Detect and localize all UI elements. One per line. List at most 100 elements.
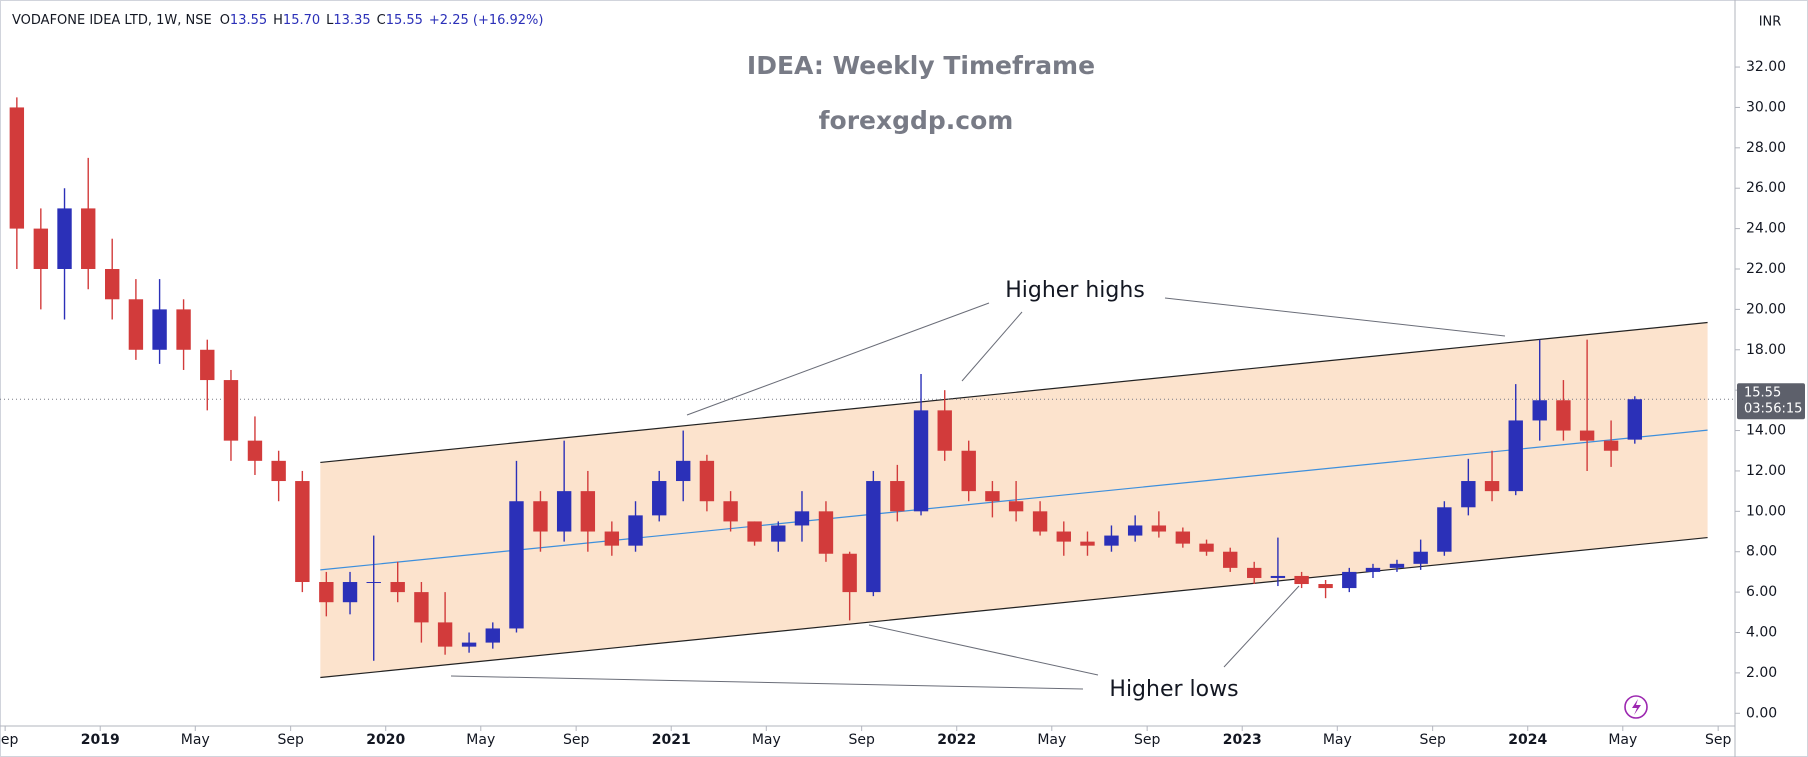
candle-body <box>1556 400 1571 431</box>
channel-lower <box>320 536 1708 679</box>
candle-body <box>1199 543 1214 552</box>
x-tick-label: 2020 <box>366 732 405 748</box>
candle-body <box>794 511 810 526</box>
candle-body <box>580 491 596 532</box>
candle-body <box>33 228 49 269</box>
quote-key: L <box>326 13 334 28</box>
symbol: VODAFONE IDEA LTD, 1W, NSE <box>12 13 212 28</box>
annotation-line <box>686 302 990 416</box>
candle-body <box>105 268 120 300</box>
annotation: Higher highs <box>1005 278 1145 303</box>
candle-body <box>1270 575 1286 578</box>
candle-body <box>485 628 500 643</box>
candle-body <box>747 521 762 542</box>
candle-body <box>390 582 405 593</box>
y-tick-label: 10.00 <box>1746 503 1786 519</box>
channel-upper <box>320 321 1708 464</box>
candle-body <box>961 450 976 492</box>
y-tick-label: 4.00 <box>1746 624 1777 640</box>
x-tick-label: 2019 <box>81 732 120 748</box>
candle-body <box>1413 551 1428 564</box>
plot-area <box>0 97 1735 679</box>
y-tick-label: 28.00 <box>1746 140 1786 156</box>
candle-body <box>723 501 738 522</box>
candle-body <box>223 380 239 441</box>
candle-body <box>1484 481 1500 492</box>
y-tick-label: 14.00 <box>1746 423 1786 439</box>
header: VODAFONE IDEA LTD, 1W, NSE O13.55 H15.70 L1… <box>12 13 543 28</box>
candle-body <box>1318 584 1333 589</box>
x-tick-label: Sep <box>848 732 875 748</box>
y-tick-label: 32.00 <box>1746 59 1786 75</box>
candle-body <box>414 592 429 623</box>
chart-subtitle: forexgdp.com <box>819 106 1014 135</box>
candle-body <box>1294 575 1309 585</box>
candle-body <box>271 460 286 482</box>
last-price-box <box>1737 383 1805 420</box>
candle-body <box>699 460 715 502</box>
candle-body <box>1247 567 1262 578</box>
candle-body <box>1151 525 1167 532</box>
x-tick-label: 2023 <box>1223 732 1262 748</box>
currency: INR <box>1759 15 1782 30</box>
quote: O13.55 H15.70 L13.35 C15.55 <box>220 13 423 28</box>
icon-circle <box>1624 695 1648 719</box>
x-tick-label: Sep <box>277 732 304 748</box>
candle-body <box>1603 440 1619 451</box>
candle-body <box>1437 507 1452 552</box>
x-tick-label: 2024 <box>1508 732 1547 748</box>
x-tick-label: May <box>1608 732 1637 748</box>
candle-body <box>295 481 310 583</box>
chart-title: IDEA: Weekly Timeframe <box>747 51 1095 80</box>
candle-body <box>628 515 643 546</box>
y-tick-label: 2.00 <box>1746 665 1777 681</box>
x-tick-label: Sep <box>0 732 18 748</box>
annotation-line <box>1223 585 1300 668</box>
y-tick-label: 18.00 <box>1746 342 1786 358</box>
y-tick-label: 6.00 <box>1746 584 1777 600</box>
channel-mid <box>320 429 1708 571</box>
x-tick-label: May <box>181 732 210 748</box>
x-tick-label: May <box>466 732 495 748</box>
candle-body <box>1627 399 1642 440</box>
countdown: 03:56:15 <box>1744 402 1802 417</box>
replay-icon[interactable] <box>1624 695 1648 719</box>
candle-body <box>152 309 167 350</box>
candle-body <box>842 553 857 593</box>
y-tick-label: 24.00 <box>1746 221 1786 237</box>
candle-body <box>676 460 691 482</box>
annotation-line <box>961 311 1023 382</box>
candle-body <box>913 410 929 512</box>
candle-body <box>1175 531 1191 544</box>
candle-body <box>1008 501 1024 512</box>
candle-body <box>556 491 572 532</box>
candle-body <box>533 501 548 532</box>
candle-body <box>1365 567 1381 572</box>
annotation-line <box>450 675 1084 690</box>
quote-value: 13.55 <box>230 13 267 28</box>
candle-body <box>1532 400 1547 421</box>
candle-body <box>985 491 1000 502</box>
y-tick-label: 30.00 <box>1746 99 1786 115</box>
x-tick-label: 2021 <box>652 732 691 748</box>
last-price-label: 15.55 <box>1744 386 1781 401</box>
candle-body <box>604 531 620 546</box>
quote-key: C <box>377 13 386 28</box>
candle-body <box>1104 535 1119 546</box>
candle-body <box>200 349 215 381</box>
y-tick-label: 0.00 <box>1746 705 1777 721</box>
candle-body <box>81 208 96 269</box>
candle-body <box>509 501 524 629</box>
candle-body <box>1127 525 1143 536</box>
candle-body <box>652 481 667 516</box>
x-tick-label: Sep <box>1705 732 1732 748</box>
x-tick-label: Sep <box>1134 732 1161 748</box>
candle-body <box>57 208 72 269</box>
annotation-lines <box>450 297 1506 690</box>
candle-body <box>1389 563 1405 568</box>
candle-body <box>128 299 144 350</box>
candle-body <box>366 582 381 584</box>
x-tick-label: May <box>1323 732 1352 748</box>
candle-body <box>9 107 25 229</box>
y-tick-label: 12.00 <box>1746 463 1786 479</box>
